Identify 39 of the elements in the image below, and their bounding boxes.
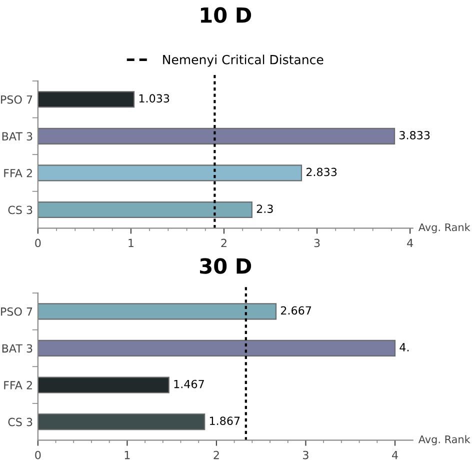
legend-label: Nemenyi Critical Distance (163, 54, 324, 67)
x-axis-title: Avg. Rank (418, 223, 470, 234)
bar (38, 91, 135, 108)
chart-title: 10 D (200, 7, 252, 23)
data-label: 1.033 (139, 94, 170, 103)
data-label: 2.667 (280, 306, 312, 315)
bar (38, 128, 396, 144)
chart-title: 30 D (200, 258, 252, 274)
x-tick-label: 3 (303, 450, 308, 460)
y-tick-label: PSO 7 (1, 95, 32, 104)
x-tick-label: 0 (35, 238, 41, 248)
y-tick-label: CS 3 (8, 418, 32, 426)
x-tick-label: 3 (314, 238, 320, 248)
x-tick-label: 0 (35, 450, 41, 460)
y-tick-label: BAT 3 (2, 132, 32, 141)
bar (38, 340, 396, 357)
y-tick-label: FFA 2 (4, 380, 32, 390)
x-tick-label: 4 (392, 450, 398, 460)
x-tick-label: 4 (407, 238, 413, 248)
bar (38, 376, 170, 394)
y-tick-label: PSO 7 (1, 307, 32, 316)
x-tick-label: 1 (128, 238, 134, 248)
data-label: 3.833 (400, 130, 430, 140)
y-tick-label: BAT 3 (2, 344, 32, 353)
data-label: 4. (400, 343, 409, 352)
bar (38, 201, 252, 218)
x-axis-title: Avg. Rank (418, 435, 470, 446)
data-label: 2.3 (256, 204, 273, 213)
x-tick-label: 1 (124, 450, 130, 460)
bar (38, 303, 277, 320)
y-tick-label: FFA 2 (4, 168, 32, 178)
data-label: 1.467 (174, 380, 204, 388)
data-label: 2.833 (306, 168, 337, 176)
x-tick-label: 2 (214, 450, 219, 460)
bar (38, 164, 302, 182)
bar (38, 414, 206, 430)
data-label: 1.867 (210, 416, 240, 426)
x-tick-label: 2 (221, 238, 226, 248)
y-tick-label: CS 3 (8, 206, 32, 214)
